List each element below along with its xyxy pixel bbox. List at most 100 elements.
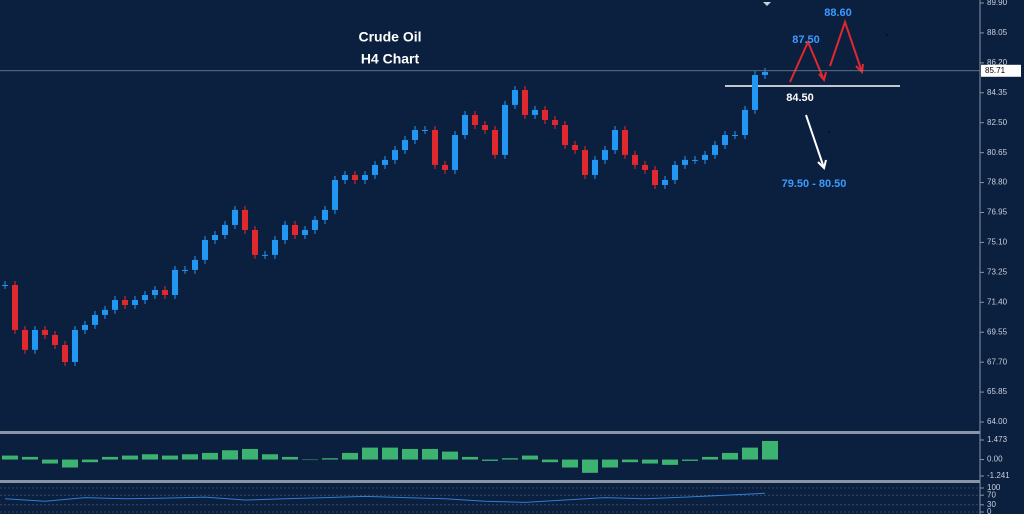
macd-bar: [762, 440, 778, 460]
macd-bar: [202, 452, 218, 460]
y-tick-label: 1.473: [987, 435, 1008, 444]
candle: [182, 269, 188, 271]
macd-bar: [542, 459, 558, 463]
candle: [722, 135, 728, 146]
candle: [242, 209, 248, 230]
candle: [32, 329, 38, 350]
candle: [452, 135, 458, 170]
candle: [22, 329, 28, 350]
dot: [886, 34, 888, 36]
candle: [742, 109, 748, 136]
y-tick-label: 67.70: [987, 357, 1008, 366]
macd-bar: [2, 455, 18, 460]
candle: [712, 145, 718, 155]
y-tick-label: 78.80: [987, 178, 1008, 187]
macd-bar: [642, 459, 658, 464]
candle: [302, 229, 308, 235]
candle: [352, 174, 358, 180]
y-tick-label: 89.90: [987, 0, 1008, 7]
candle: [522, 90, 528, 115]
candle: [272, 240, 278, 255]
annotation: 79.50 - 80.50: [782, 178, 847, 190]
macd-bar: [662, 459, 678, 465]
macd-bar: [122, 455, 138, 460]
candle: [322, 209, 328, 220]
candle: [382, 159, 388, 165]
candle: [392, 150, 398, 160]
candle: [672, 164, 678, 180]
candle: [282, 224, 288, 241]
candle: [202, 240, 208, 260]
candle: [552, 119, 558, 125]
macd-bar: [102, 456, 118, 460]
candle: [82, 324, 88, 330]
panel-separator: [0, 480, 980, 483]
candle: [292, 224, 298, 235]
macd-bar: [182, 454, 198, 460]
candle: [2, 284, 8, 286]
candle: [52, 334, 58, 345]
y-tick-label: 0.00: [987, 455, 1003, 464]
candle: [432, 129, 438, 165]
candle: [572, 145, 578, 151]
candle: [262, 254, 268, 256]
candle: [372, 164, 378, 175]
shift-marker: [763, 2, 771, 6]
candle: [532, 109, 538, 115]
y-tick-label: 86.20: [987, 58, 1008, 67]
y-tick-label: 70: [987, 490, 996, 499]
rsi-line: [4, 492, 766, 503]
candle: [122, 300, 128, 306]
candle: [702, 154, 708, 160]
candle: [762, 71, 768, 75]
candle: [482, 124, 488, 130]
macd-bar: [522, 455, 538, 460]
macd-bar: [42, 459, 58, 464]
candle: [412, 129, 418, 141]
macd-bar: [82, 459, 98, 463]
macd-bar: [702, 456, 718, 460]
y-tick-label: 0: [987, 507, 992, 514]
last-price-box: [981, 64, 1021, 77]
candle: [42, 329, 48, 335]
annotation: 87.50: [792, 34, 820, 46]
y-tick-label: 30: [987, 500, 996, 509]
y-tick-label: 84.35: [987, 88, 1008, 97]
macd-bar: [142, 454, 158, 460]
candle: [312, 219, 318, 230]
y-tick-label: 80.65: [987, 148, 1008, 157]
macd-bar: [262, 454, 278, 460]
y-tick-label: -1.241: [987, 471, 1010, 480]
y-tick-label: 88.05: [987, 28, 1008, 37]
macd-bar: [722, 452, 738, 460]
macd-bar: [442, 451, 458, 460]
candle: [542, 109, 548, 120]
macd-bar: [582, 459, 598, 473]
y-tick-label: 65.85: [987, 387, 1008, 396]
macd-bar: [482, 459, 498, 461]
y-tick-label: 71.40: [987, 297, 1008, 306]
macd-bar: [322, 458, 338, 460]
chart-title: Crude Oil: [358, 29, 421, 45]
candle: [62, 344, 68, 362]
y-tick-label: 75.10: [987, 238, 1008, 247]
candle: [132, 300, 138, 306]
dot: [828, 131, 830, 133]
macd-bar: [22, 456, 38, 460]
macd-bar: [242, 448, 258, 460]
candle: [102, 309, 108, 315]
candle: [442, 164, 448, 170]
macd-bar: [222, 450, 238, 460]
macd-bar: [62, 459, 78, 468]
candle: [682, 159, 688, 165]
macd-bar: [382, 447, 398, 460]
candle: [142, 295, 148, 301]
macd-bar: [502, 458, 518, 460]
macd-bar: [622, 459, 638, 463]
y-tick-label: 82.50: [987, 118, 1008, 127]
candle: [362, 174, 368, 180]
candle: [732, 135, 738, 137]
chart-subtitle: H4 Chart: [361, 51, 420, 67]
candle: [512, 90, 518, 105]
candle: [342, 174, 348, 180]
